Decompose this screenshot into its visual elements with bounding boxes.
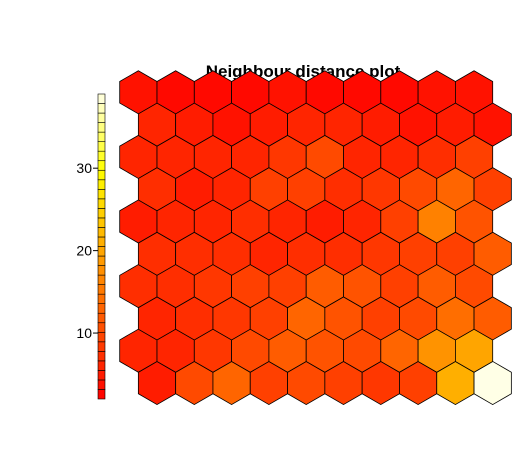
hexagon-grid — [119, 70, 512, 406]
legend-swatch — [97, 284, 106, 295]
legend-swatch — [97, 141, 106, 152]
legend-swatch — [97, 160, 106, 171]
legend-swatch — [97, 331, 106, 343]
legend-swatch — [97, 379, 106, 390]
color-legend — [97, 93, 106, 400]
legend-swatch — [97, 169, 106, 181]
legend-swatch — [97, 274, 106, 285]
legend-swatch — [97, 179, 106, 190]
legend-swatch — [97, 246, 106, 257]
legend-tick-label: 30 — [76, 160, 92, 176]
legend-swatch — [97, 131, 106, 142]
legend-swatch — [97, 93, 106, 104]
legend-swatch — [97, 122, 106, 133]
legend-swatch — [97, 217, 106, 228]
legend-swatch — [97, 103, 106, 114]
legend-swatch — [97, 351, 106, 362]
legend-swatch — [97, 265, 106, 276]
legend-swatch — [97, 389, 106, 400]
hex-cell — [454, 70, 494, 115]
legend-swatch — [97, 198, 106, 209]
legend-swatch — [97, 303, 106, 314]
legend-swatch — [97, 150, 106, 162]
legend-tick-label: 10 — [76, 325, 92, 341]
legend-swatch — [97, 370, 106, 381]
legend-swatch — [97, 112, 106, 123]
legend-tick-label: 20 — [76, 243, 92, 259]
legend-axis: 10 20 30 — [76, 160, 98, 341]
legend-swatch — [97, 208, 106, 219]
legend-swatch — [97, 236, 106, 247]
legend-swatch — [97, 312, 106, 324]
legend-swatch — [97, 322, 106, 333]
legend-swatch — [97, 227, 106, 238]
legend-swatch — [97, 360, 106, 371]
legend-swatch — [97, 341, 106, 352]
legend-swatch — [97, 293, 106, 304]
legend-swatch — [97, 189, 106, 200]
legend-swatch — [97, 255, 106, 266]
